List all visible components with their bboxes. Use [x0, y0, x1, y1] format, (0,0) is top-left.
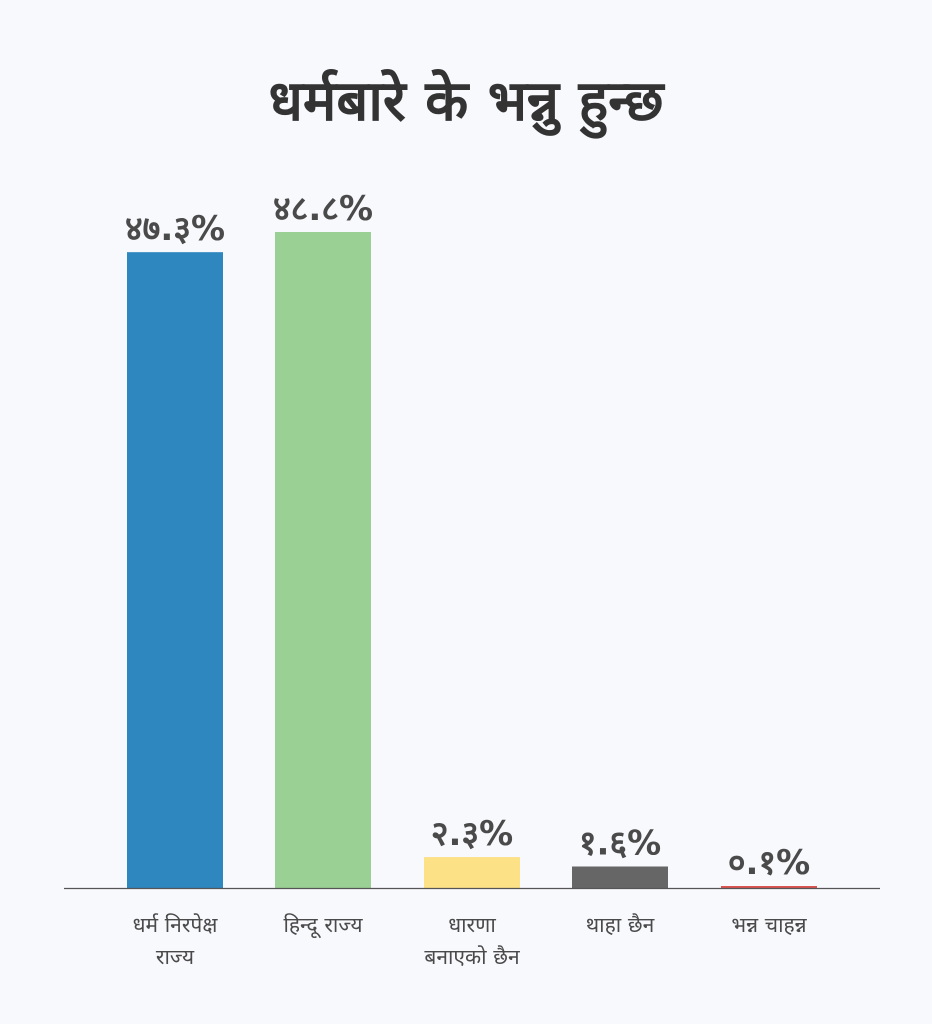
x-tick-label-line: बनाएको छैन — [424, 945, 520, 969]
bar-1 — [127, 252, 223, 888]
x-tick-label-line: राज्य — [156, 945, 195, 969]
data-label-5: ०.१% — [728, 843, 810, 883]
data-label-1: ४७.३% — [125, 209, 225, 249]
x-tick-label-line: धर्म निरपेक्ष — [133, 913, 219, 937]
x-tick-label-3: धारणा बनाएको छैन — [424, 913, 520, 969]
x-tick-label-2: हिन्दू राज्य — [283, 913, 363, 939]
bar-3 — [424, 857, 520, 888]
value-labels-group: ४७.३% ४८.८% २.३% १.६% ०.१% — [125, 189, 810, 883]
chart-title: धर्मबारे के भन्नु हुन्छ — [268, 69, 664, 134]
x-tick-label-line: हिन्दू राज्य — [283, 913, 363, 939]
bar-4 — [572, 866, 668, 888]
x-tick-label-4: थाहा छैन — [586, 913, 655, 937]
x-tick-label-5: भन्न चाहन्न — [731, 913, 807, 937]
x-tick-label-line: भन्न चाहन्न — [731, 913, 807, 937]
tick-labels-group: धर्म निरपेक्ष राज्य हिन्दू राज्य धारणा बनाएक… — [133, 913, 808, 969]
data-label-3: २.३% — [431, 814, 513, 854]
bar-2 — [275, 232, 371, 888]
x-tick-label-line: थाहा छैन — [586, 913, 655, 937]
bar-5 — [721, 886, 817, 888]
data-label-4: १.६% — [579, 823, 661, 863]
x-tick-label-line: धारणा — [448, 913, 496, 937]
data-label-2: ४८.८% — [273, 189, 373, 229]
bars-group — [127, 232, 817, 888]
x-tick-label-1: धर्म निरपेक्ष राज्य — [133, 913, 219, 969]
